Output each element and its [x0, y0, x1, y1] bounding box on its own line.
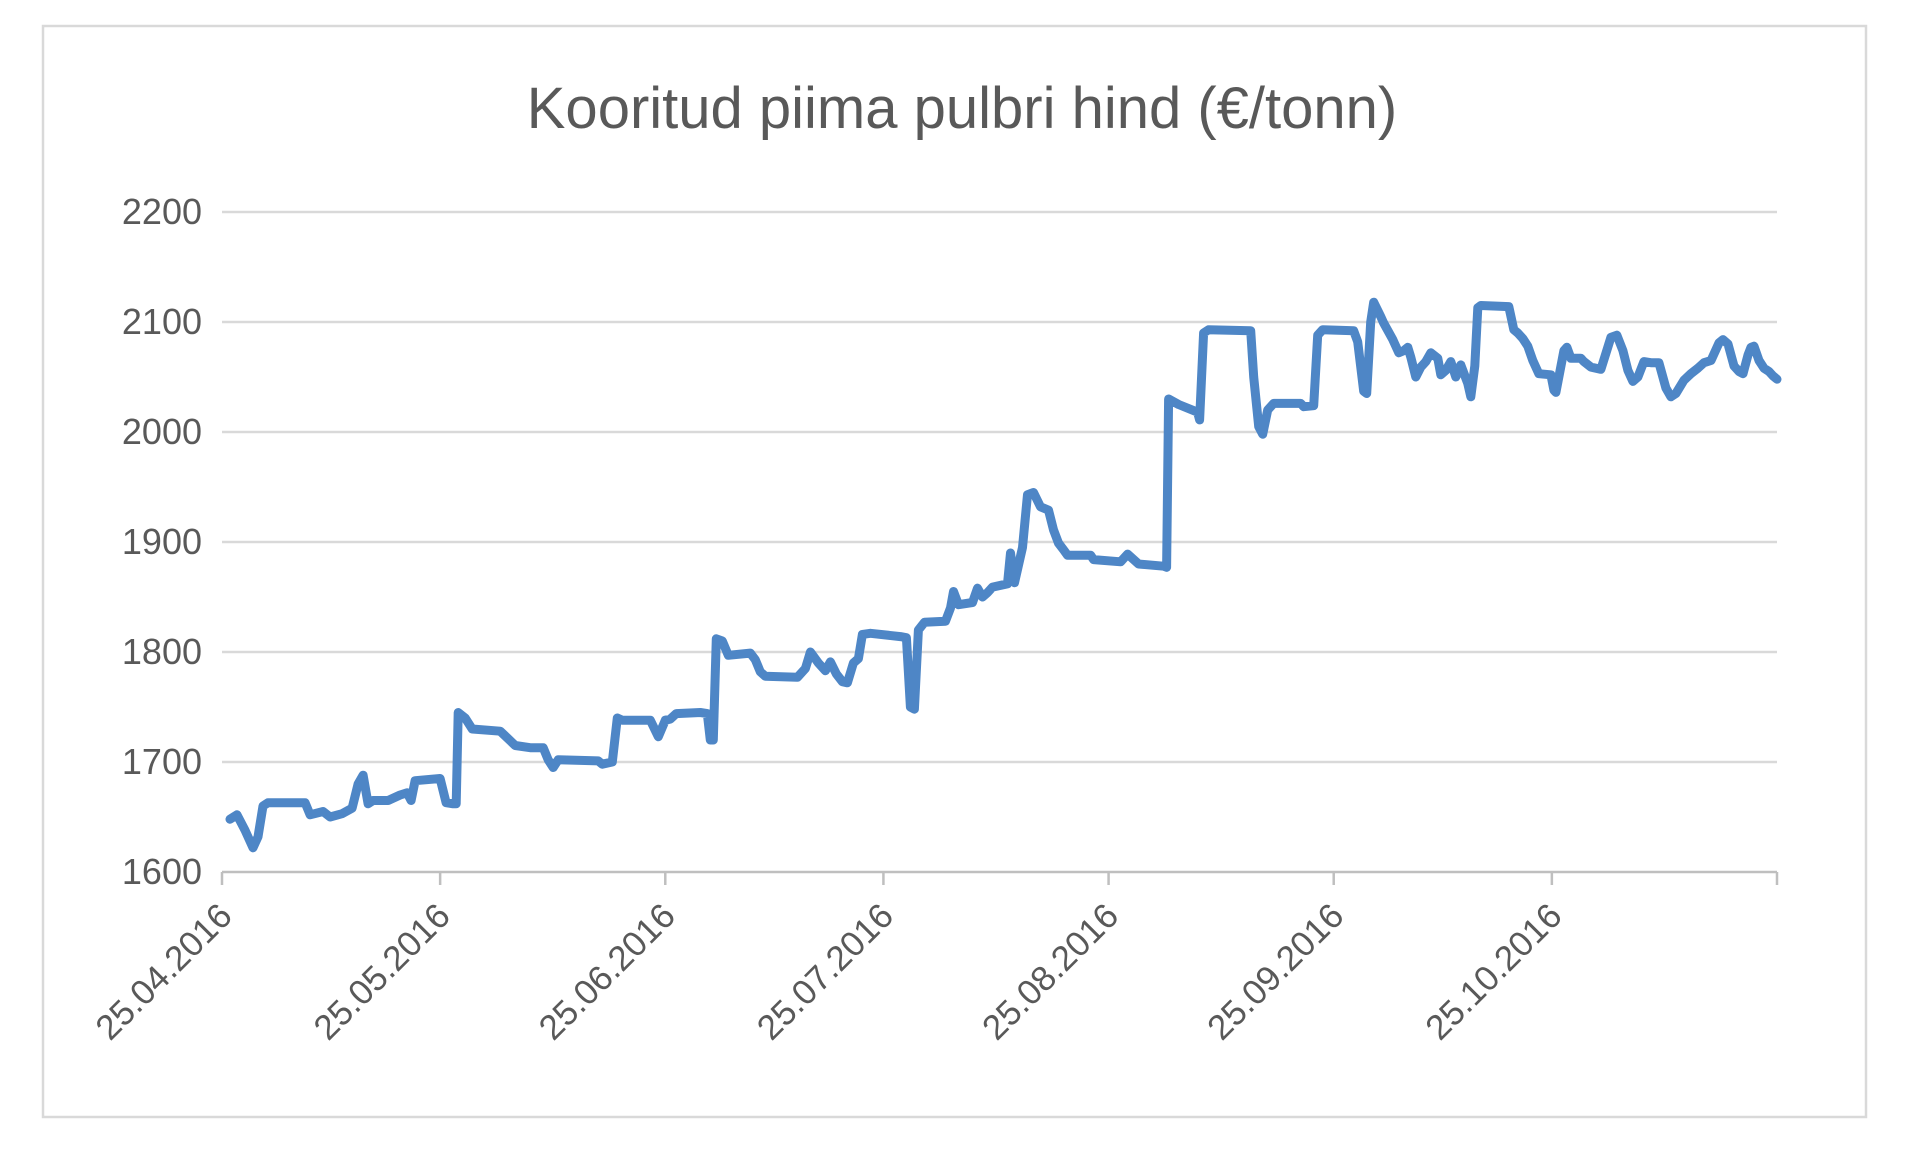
chart-border — [41, 24, 1868, 1119]
chart-title: Kooritud piima pulbri hind (€/tonn) — [527, 76, 1397, 141]
y-tick-label-1900: 1900 — [122, 521, 202, 562]
y-tick-label-1800: 1800 — [122, 631, 202, 672]
y-tick-label-2000: 2000 — [122, 411, 202, 452]
gridlines — [222, 210, 1777, 764]
y-tick-label-1600: 1600 — [122, 851, 202, 892]
y-tick-label-1700: 1700 — [122, 741, 202, 782]
x-axis — [220, 870, 1779, 885]
series-line-skimmed-milk-powder-price — [225, 297, 1782, 853]
y-tick-label-2100: 2100 — [122, 301, 202, 342]
y-axis-labels: 1600 1700 1800 1900 2000 2100 2200 — [122, 191, 202, 892]
y-tick-label-2200: 2200 — [122, 191, 202, 232]
